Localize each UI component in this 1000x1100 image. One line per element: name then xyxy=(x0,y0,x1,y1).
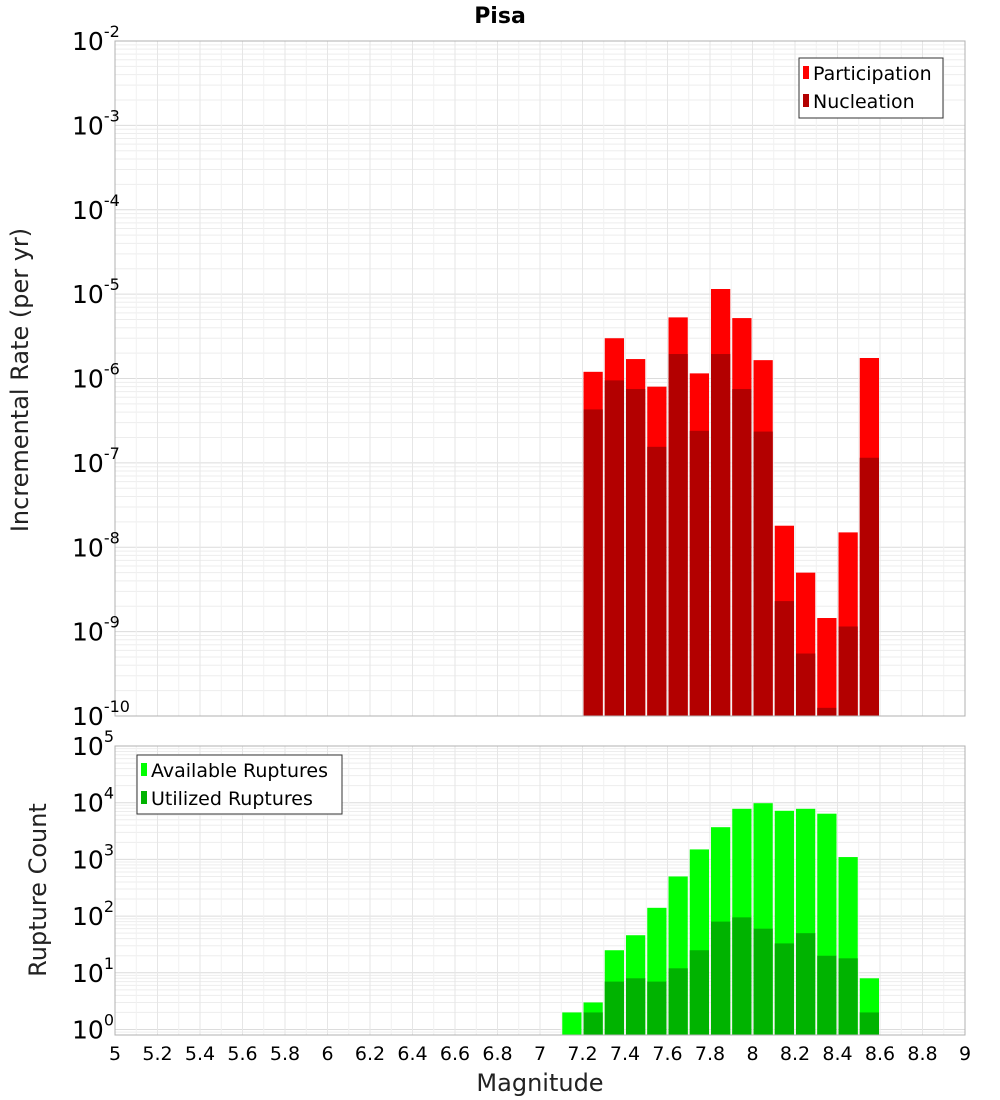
nucleation-bar xyxy=(711,354,731,716)
bottom-y-tick-label: 101 xyxy=(72,954,114,988)
chart-title: Pisa xyxy=(474,4,526,29)
x-tick-label: 8.2 xyxy=(780,1043,810,1065)
bottom-bars xyxy=(562,803,879,1035)
x-tick-label: 7 xyxy=(534,1043,546,1065)
nucleation-bar xyxy=(647,446,667,716)
utilized-bar xyxy=(753,928,773,1035)
bottom-panel: 100 101 102 103 104 105 5 5.2 5.4 5.6 5.8 6 6.2 6.4 6… xyxy=(24,727,971,1097)
top-y-tick-label: 10-6 xyxy=(72,360,120,394)
legend-participation-swatch xyxy=(803,66,809,79)
x-tick-label: 6.8 xyxy=(482,1043,512,1065)
x-tick-labels: 5 5.2 5.4 5.6 5.8 6 6.2 6.4 6.6 6.8 7 7.2 7.4 7.6 7.8 8… xyxy=(109,1043,971,1065)
top-legend-box xyxy=(798,57,944,119)
bottom-legend-box xyxy=(136,754,343,815)
bottom-y-tick-label: 104 xyxy=(72,784,114,818)
x-tick-label: 8.6 xyxy=(865,1043,895,1065)
bottom-y-tick-label: 105 xyxy=(72,727,114,761)
utilized-bar xyxy=(647,981,667,1035)
legend-utilized-label: Utilized Ruptures xyxy=(151,788,313,810)
x-axis-label: Magnitude xyxy=(476,1069,603,1097)
utilized-bar xyxy=(604,981,624,1035)
top-y-tick-label: 10-3 xyxy=(72,106,120,140)
legend-utilized-swatch xyxy=(141,791,147,804)
bottom-y-tick-label: 100 xyxy=(72,1011,114,1045)
legend-available-swatch xyxy=(141,763,147,776)
bottom-y-axis-label: Rupture Count xyxy=(24,803,52,977)
x-tick-label: 5 xyxy=(109,1043,121,1065)
x-tick-label: 6.6 xyxy=(440,1043,470,1065)
x-tick-label: 9 xyxy=(959,1043,971,1065)
top-y-tick-label: 10-10 xyxy=(72,697,130,731)
utilized-bar xyxy=(859,1012,879,1035)
bottom-legend: Available Ruptures Utilized Ruptures xyxy=(136,754,343,815)
x-tick-label: 7.8 xyxy=(695,1043,725,1065)
top-y-tick-label: 10-2 xyxy=(72,22,120,56)
legend-nucleation-label: Nucleation xyxy=(813,91,915,113)
top-plot-frame xyxy=(114,40,966,717)
x-tick-label: 6 xyxy=(321,1043,333,1065)
legend-available-label: Available Ruptures xyxy=(151,760,328,782)
utilized-bar xyxy=(774,943,794,1035)
legend-participation-label: Participation xyxy=(813,63,932,85)
x-tick-label: 8.4 xyxy=(822,1043,852,1065)
bottom-y-tick-label: 102 xyxy=(72,897,114,931)
x-tick-label: 6.4 xyxy=(397,1043,427,1065)
top-y-tick-labels: 10-10 10-9 10-8 10-7 10-6 10-5 10-4 10-3 10-2 xyxy=(72,22,130,731)
nucleation-bar xyxy=(774,601,794,716)
nucleation-bar xyxy=(626,389,646,716)
nucleation-bar xyxy=(668,354,688,716)
x-tick-label: 5.6 xyxy=(227,1043,257,1065)
available-bar xyxy=(562,1012,582,1035)
bottom-y-tick-label: 103 xyxy=(72,840,114,874)
nucleation-bar xyxy=(838,626,858,716)
x-tick-label: 8 xyxy=(746,1043,758,1065)
top-legend: Participation Nucleation xyxy=(798,57,944,119)
top-y-tick-label: 10-7 xyxy=(72,444,120,478)
nucleation-bar xyxy=(753,431,773,716)
legend-nucleation-swatch xyxy=(803,94,809,107)
nucleation-bar xyxy=(817,707,837,716)
x-tick-label: 5.2 xyxy=(142,1043,172,1065)
x-tick-label: 5.4 xyxy=(185,1043,215,1065)
nucleation-bar xyxy=(583,409,603,716)
x-tick-label: 6.2 xyxy=(355,1043,385,1065)
utilized-bar xyxy=(689,950,709,1035)
nucleation-bar xyxy=(604,380,624,716)
x-tick-label: 7.2 xyxy=(567,1043,597,1065)
top-panel: 10-10 10-9 10-8 10-7 10-6 10-5 10-4 10-3 10-2 In… xyxy=(6,22,966,731)
utilized-bar xyxy=(668,968,688,1035)
utilized-bar xyxy=(817,955,837,1035)
top-y-tick-label: 10-8 xyxy=(72,528,120,562)
top-y-axis-label: Incremental Rate (per yr) xyxy=(6,228,34,532)
x-tick-label: 7.4 xyxy=(610,1043,640,1065)
bottom-y-tick-labels: 100 101 102 103 104 105 xyxy=(72,727,114,1045)
x-tick-label: 5.8 xyxy=(270,1043,300,1065)
utilized-bar xyxy=(583,1012,603,1035)
top-y-tick-label: 10-9 xyxy=(72,613,120,647)
utilized-bar xyxy=(732,917,752,1035)
top-y-tick-label: 10-4 xyxy=(72,191,120,225)
x-tick-label: 7.6 xyxy=(652,1043,682,1065)
bottom-plot-frame xyxy=(114,745,966,1036)
utilized-bar xyxy=(626,978,646,1035)
x-tick-label: 8.8 xyxy=(907,1043,937,1065)
utilized-bar xyxy=(796,933,816,1035)
nucleation-bar xyxy=(859,457,879,716)
participation-bar xyxy=(817,618,837,716)
nucleation-bar xyxy=(732,389,752,716)
nucleation-bar xyxy=(689,430,709,716)
nucleation-bar xyxy=(796,653,816,716)
top-bars xyxy=(583,289,879,716)
utilized-bar xyxy=(711,921,731,1035)
top-y-tick-label: 10-5 xyxy=(72,275,120,309)
top-gridlines xyxy=(114,40,966,717)
utilized-bar xyxy=(838,958,858,1035)
